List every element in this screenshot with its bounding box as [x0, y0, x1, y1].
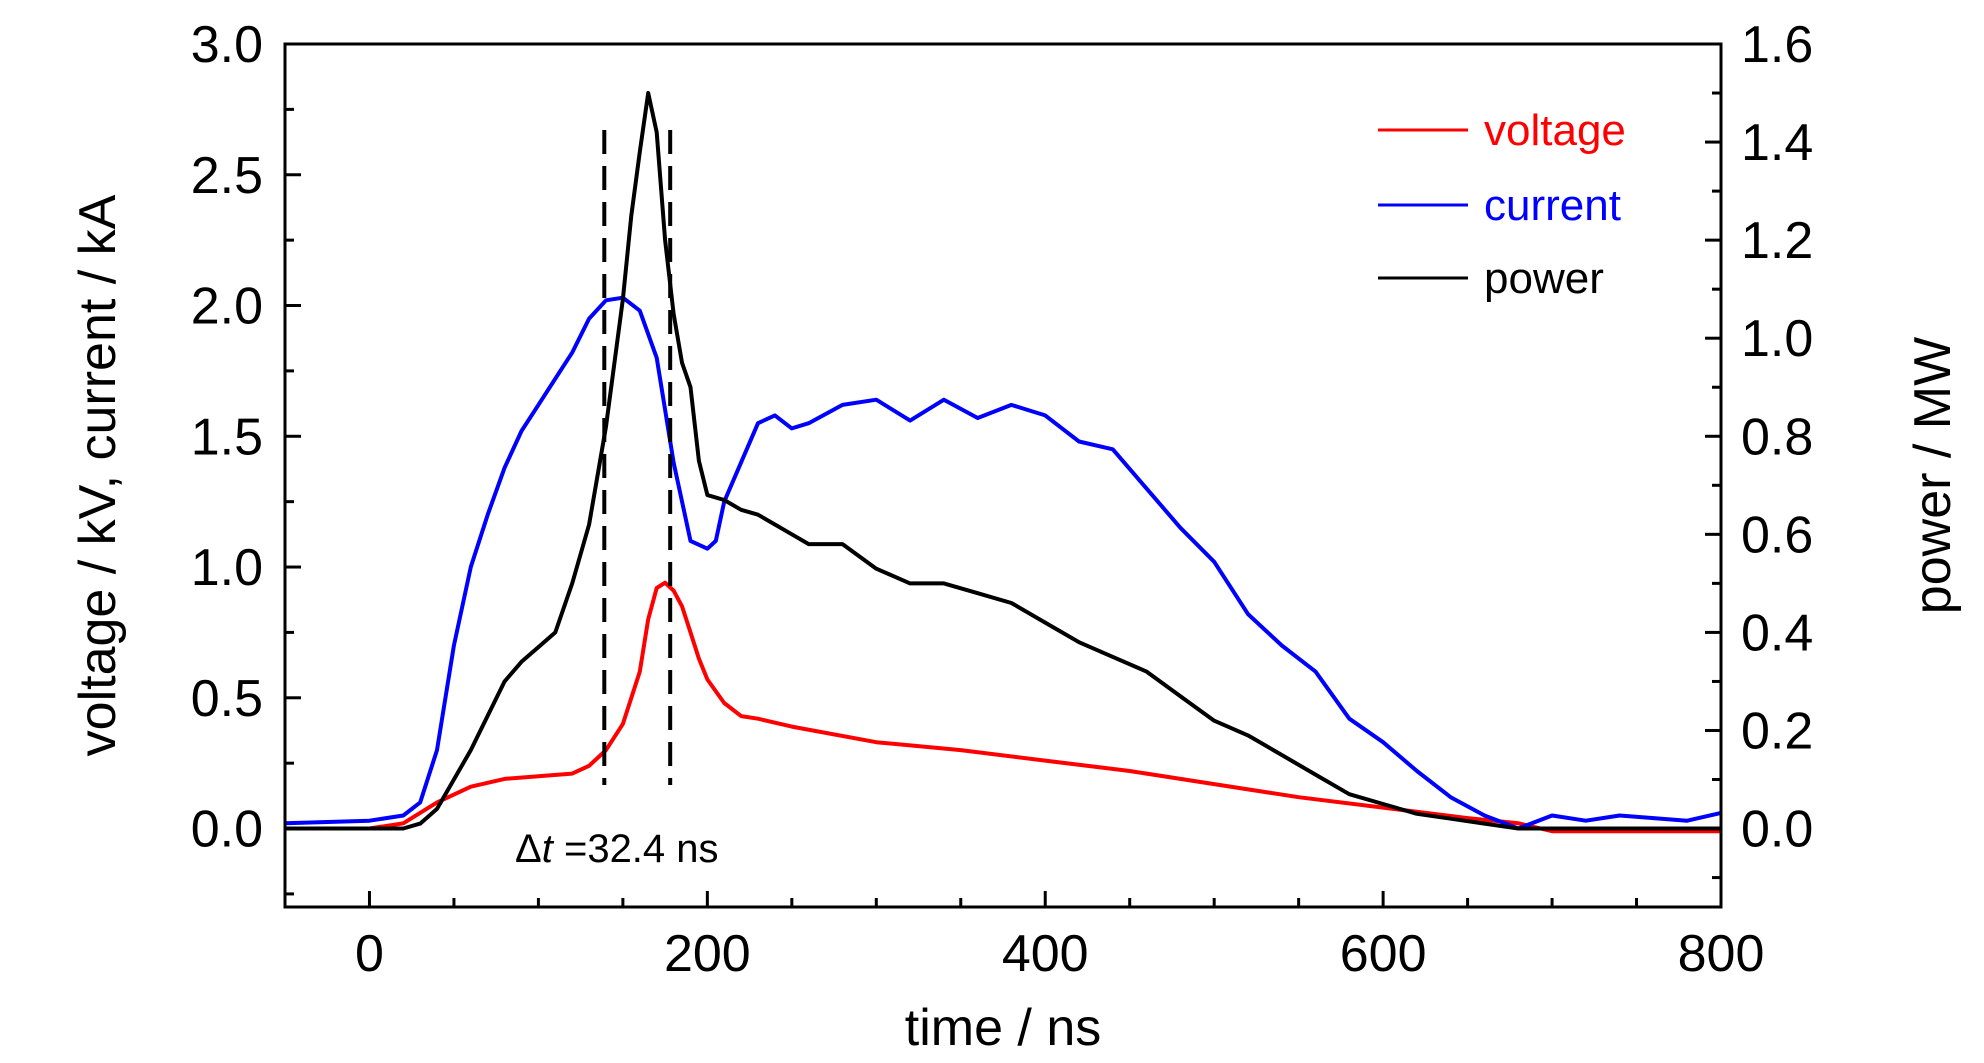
y-left-tick-label: 0.5: [191, 670, 263, 728]
delta-t-annotation: Δt =32.4 ns: [515, 827, 719, 871]
y-right-tick-label: 1.2: [1741, 212, 1813, 270]
y-left-tick-label: 2.5: [191, 147, 263, 205]
y-left-tick-label: 2.0: [191, 278, 263, 336]
y-right-tick-label: 0.0: [1741, 801, 1813, 859]
legend-label-current: current: [1484, 181, 1621, 230]
x-tick-label: 800: [1678, 925, 1765, 983]
x-tick-label: 600: [1340, 925, 1427, 983]
y-right-tick-label: 0.4: [1741, 604, 1813, 662]
tick-layer: 0 200 400 600 800 0.0 0.5 1.0 1.5 2.0 2.5 3.0 0.0 0.2…: [191, 16, 1814, 983]
series-line-power: [285, 91, 1721, 831]
x-tick-label: 400: [1002, 925, 1089, 983]
y-left-tick-label: 3.0: [191, 16, 263, 74]
x-tick-label: 0: [355, 925, 384, 983]
y-left-tick-label: 1.0: [191, 539, 263, 597]
y-left-tick-label: 0.0: [191, 801, 263, 859]
legend-label-power: power: [1484, 254, 1604, 303]
delta-symbol: Δ: [515, 827, 542, 871]
x-axis-title: time / ns: [905, 999, 1102, 1057]
legend-label-voltage: voltage: [1484, 106, 1626, 155]
delta-t-value: =32.4 ns: [553, 827, 719, 871]
y-axis-left-title: voltage / kV, current / kA: [69, 194, 127, 756]
delta-t-symbol: t: [542, 827, 555, 871]
y-right-tick-label: 1.6: [1741, 16, 1813, 74]
series-layer: [284, 91, 1722, 834]
y-right-tick-label: 1.0: [1741, 310, 1813, 368]
legend: voltage current power: [1378, 106, 1626, 303]
marker-layer: [602, 130, 673, 785]
y-right-tick-label: 1.4: [1741, 114, 1813, 172]
x-tick-label: 200: [664, 925, 751, 983]
series-line-voltage: [285, 580, 1721, 834]
series-line-current: [284, 295, 1722, 831]
y-left-tick-label: 1.5: [191, 408, 263, 466]
y-right-tick-label: 0.2: [1741, 702, 1813, 760]
y-right-tick-label: 0.8: [1741, 408, 1813, 466]
y-axis-right-title: power / MW: [1904, 337, 1962, 614]
plot-frame: [283, 42, 1723, 909]
y-right-tick-label: 0.6: [1741, 506, 1813, 564]
